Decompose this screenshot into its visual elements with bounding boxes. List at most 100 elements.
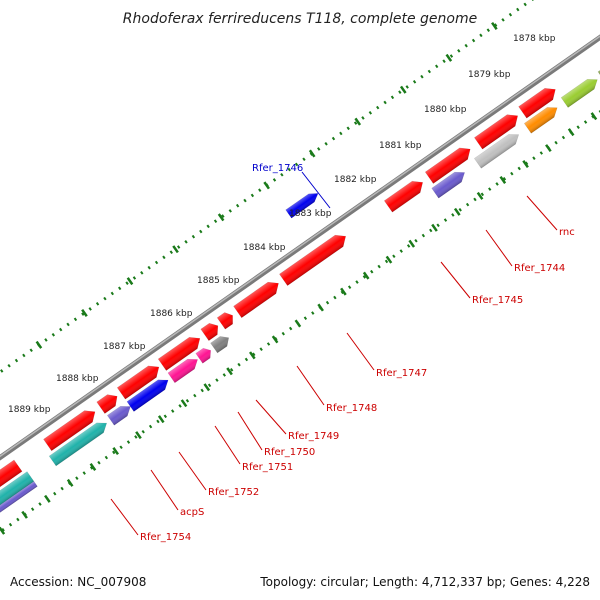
gene-label-rfer-1748[interactable]: Rfer_1748 <box>326 403 377 414</box>
scale-tick <box>522 160 529 169</box>
kbp-label: 1882 kbp <box>334 175 377 185</box>
gene-label-rfer-1752[interactable]: Rfer_1752 <box>208 487 259 498</box>
gene-red[interactable] <box>116 361 163 400</box>
scale-tick <box>340 287 347 296</box>
label-leaders <box>110 171 558 536</box>
scale-tick <box>431 223 438 232</box>
gene-features <box>0 64 600 520</box>
scale-tick <box>567 128 575 137</box>
scale-tick <box>172 245 179 254</box>
leader-rfer-1749 <box>255 399 287 435</box>
gene-label-rfer-1749[interactable]: Rfer_1749 <box>288 431 339 442</box>
scale-tick <box>226 367 233 376</box>
scale-tick <box>317 303 324 312</box>
gene-acps[interactable] <box>106 402 134 426</box>
gene-label-acps[interactable]: acpS <box>180 507 204 518</box>
scale-tick <box>499 175 507 184</box>
gene-red[interactable] <box>200 320 222 341</box>
scale-tick <box>408 239 416 248</box>
gene-label-rfer-1744[interactable]: Rfer_1744 <box>514 263 565 274</box>
leader-rfer-1752 <box>178 451 207 491</box>
gene-red[interactable] <box>0 459 23 502</box>
scale-tick <box>157 415 165 424</box>
scale-tick <box>126 277 134 286</box>
leader-acps <box>150 469 179 511</box>
gene-red[interactable] <box>279 231 349 286</box>
gene-label-rfer-1751[interactable]: Rfer_1751 <box>242 462 293 473</box>
leader-rfer-1744 <box>485 229 513 267</box>
kbp-label: 1883 kbp <box>289 209 332 219</box>
gene-rfer-1752[interactable] <box>126 375 172 412</box>
gene-label-rfer-1746[interactable]: Rfer_1746 <box>252 163 303 174</box>
scale-tick <box>44 494 51 503</box>
gene-rnc[interactable] <box>523 103 560 134</box>
scale-tick <box>35 340 43 349</box>
kbp-label: 1888 kbp <box>56 374 99 384</box>
gene-labels: Rfer_1746 rnc Rfer_1744 Rfer_1745 Rfer_1… <box>140 163 575 543</box>
scale-tick <box>0 526 6 535</box>
gene-red[interactable] <box>518 84 560 119</box>
scale-tick <box>308 149 316 158</box>
scale-tick <box>294 319 302 328</box>
gene-rfer-1745[interactable] <box>431 168 468 199</box>
kbp-label: 1885 kbp <box>197 276 240 286</box>
genome-backbone <box>0 0 600 566</box>
gene-slate[interactable] <box>0 481 38 520</box>
scale-tick <box>217 213 225 222</box>
scale-tick <box>135 431 142 440</box>
kbp-label: 1881 kbp <box>379 141 422 151</box>
gene-label-rfer-1750[interactable]: Rfer_1750 <box>264 447 315 458</box>
scale-tick <box>453 207 461 216</box>
gene-red[interactable] <box>43 406 100 452</box>
scale-tick <box>112 447 120 456</box>
leader-rfer-1748 <box>296 365 325 406</box>
scale-tick <box>180 399 188 408</box>
kbp-label: 1880 kbp <box>424 105 467 115</box>
kbp-labels: 1878 kbp 1879 kbp 1880 kbp 1881 kbp 1882… <box>8 34 556 415</box>
gene-red[interactable] <box>383 177 426 213</box>
gene-red[interactable] <box>216 310 236 330</box>
gene-red[interactable] <box>474 110 521 150</box>
scale-tick <box>354 117 362 126</box>
kbp-label: 1886 kbp <box>150 309 193 319</box>
kbp-label: 1887 kbp <box>103 342 146 352</box>
scale-tick <box>445 53 453 62</box>
gene-label-rfer-1747[interactable]: Rfer_1747 <box>376 368 427 379</box>
gene-red[interactable] <box>157 333 204 371</box>
scale-tick <box>385 255 393 264</box>
leader-rfer-1754 <box>110 498 139 536</box>
scale-tick <box>362 271 370 280</box>
scale-tick <box>590 112 598 121</box>
scale-tick <box>263 181 270 190</box>
kbp-label: 1879 kbp <box>468 70 511 80</box>
gene-rfer-1750[interactable] <box>195 345 214 364</box>
kbp-label: 1878 kbp <box>513 34 556 44</box>
leader-rfer-1746 <box>301 171 331 209</box>
gene-red[interactable] <box>233 278 283 319</box>
gene-label-rfer-1754[interactable]: Rfer_1754 <box>140 532 191 543</box>
scale-tick <box>81 308 88 317</box>
map-title: Rhodoferax ferrireducens T118, complete … <box>123 11 477 27</box>
scale-tick <box>66 478 74 487</box>
gene-rfer-1744[interactable] <box>473 130 522 169</box>
gene-rfer-1754[interactable] <box>48 418 110 467</box>
gene-label-rfer-1745[interactable]: Rfer_1745 <box>472 295 523 306</box>
scale-tick <box>545 144 552 153</box>
inner-scale-ticks <box>0 112 598 535</box>
scale-tick <box>476 191 484 200</box>
genome-backbone-highlight <box>0 0 600 563</box>
leader-rfer-1745 <box>440 261 471 299</box>
gene-red[interactable] <box>96 391 121 414</box>
leader-rfer-1751 <box>214 425 241 465</box>
gene-label-rnc[interactable]: rnc <box>559 227 575 238</box>
gene-yellow-green[interactable] <box>560 75 600 108</box>
gene-rfer-1746[interactable] <box>285 189 321 219</box>
scale-tick <box>21 510 28 519</box>
scale-tick <box>399 85 407 94</box>
gene-rfer-1751[interactable] <box>167 355 201 384</box>
gene-rfer-1749[interactable] <box>210 333 233 354</box>
gene-red[interactable] <box>424 143 474 184</box>
kbp-label: 1884 kbp <box>243 243 286 253</box>
scale-tick <box>203 383 211 392</box>
